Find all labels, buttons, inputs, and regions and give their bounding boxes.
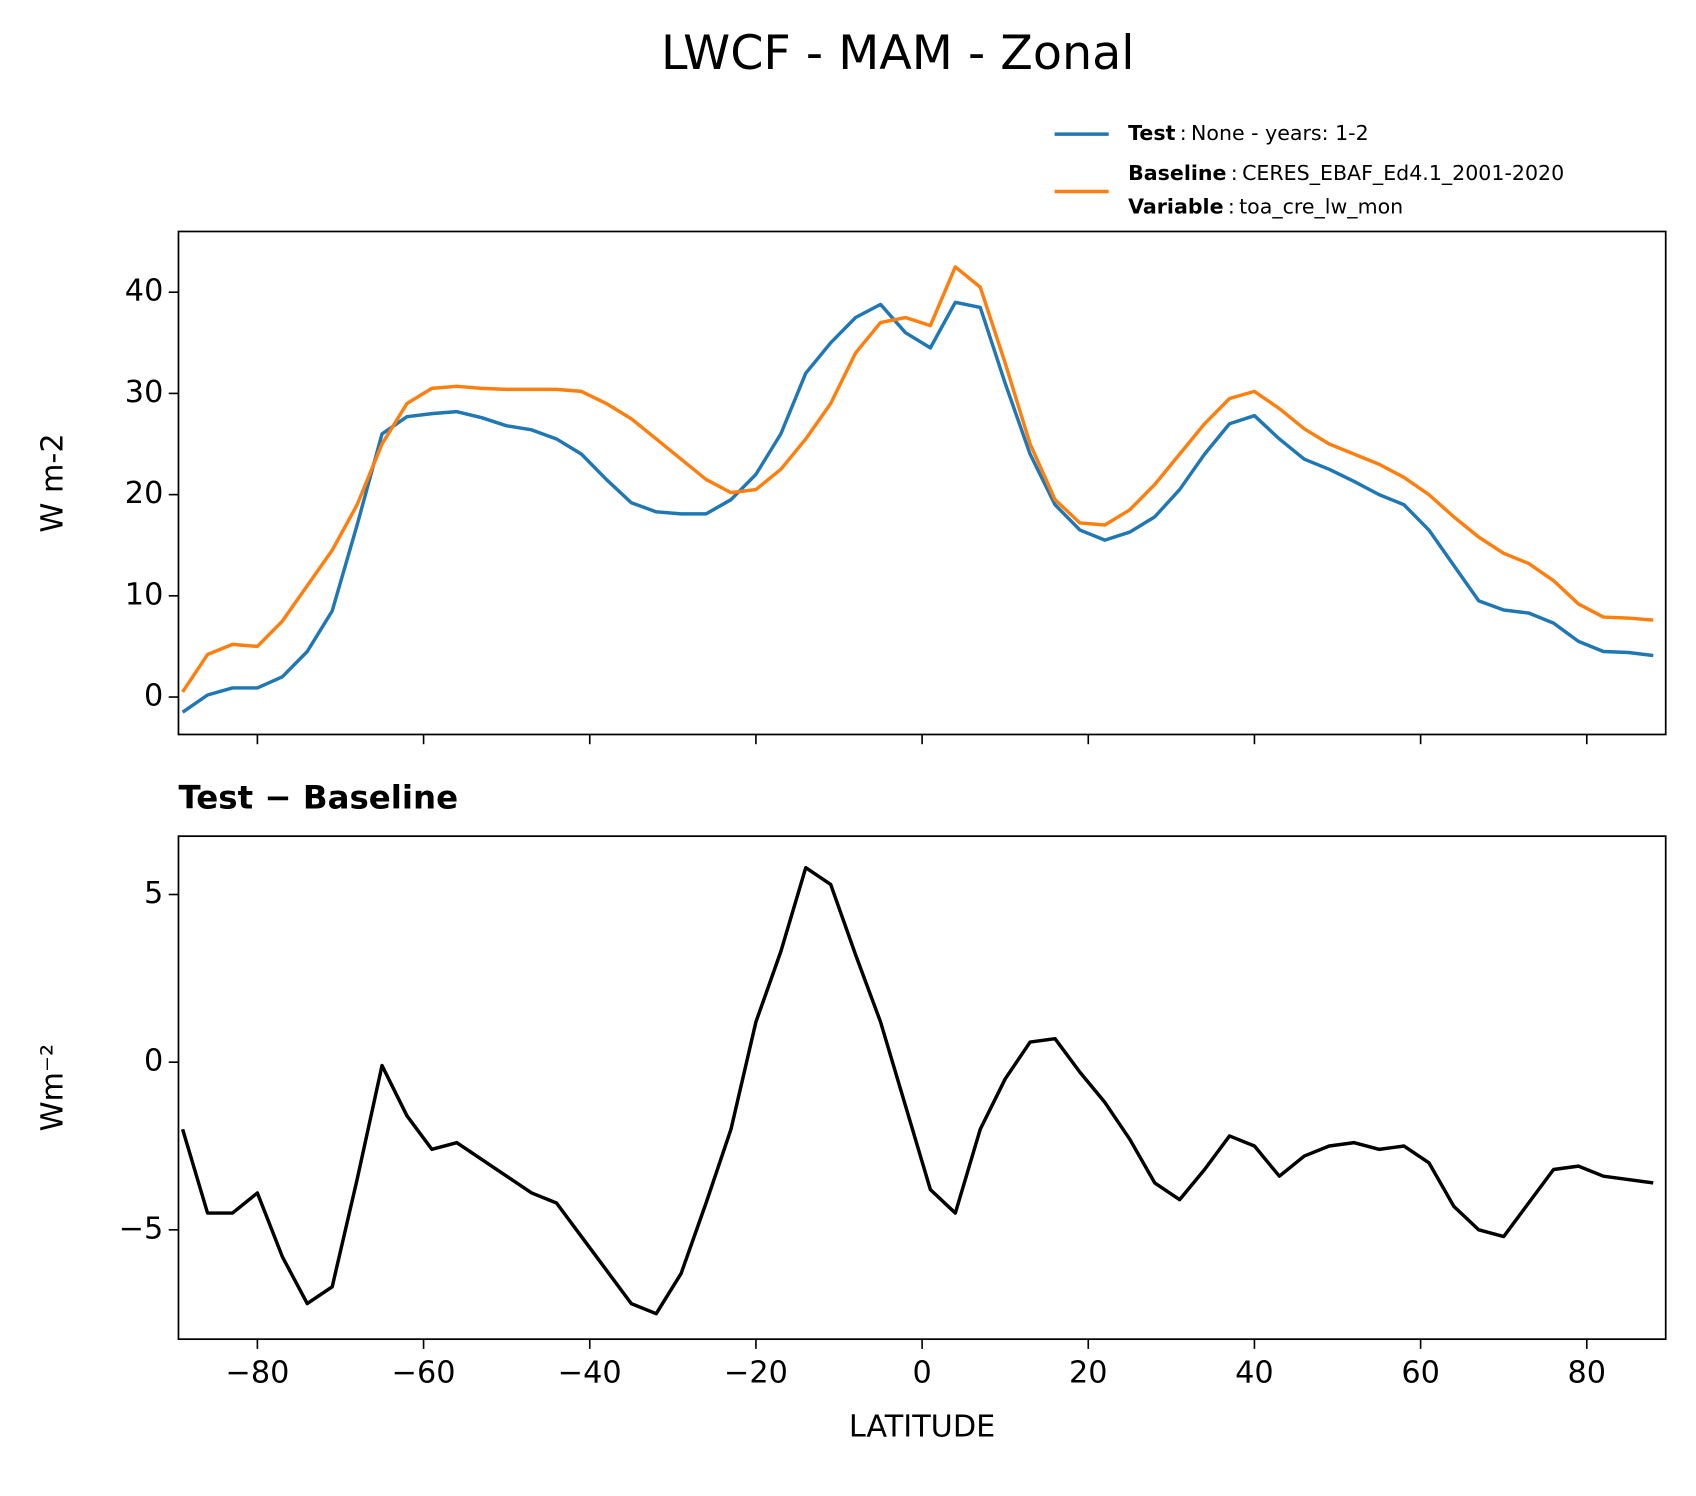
y-tick-label: 5 bbox=[144, 876, 163, 911]
legend-text: None - years: 1-2 bbox=[1191, 121, 1369, 145]
x-tick-label: 0 bbox=[912, 1355, 931, 1390]
data-line bbox=[180, 865, 1654, 1316]
y-tick-label: 40 bbox=[125, 274, 164, 309]
legend-key: Baseline bbox=[1128, 161, 1226, 185]
x-tick-label: 60 bbox=[1401, 1355, 1440, 1390]
x-tick-label: −20 bbox=[724, 1355, 788, 1390]
legend-entry: Baseline: CERES_EBAF_Ed4.1_2001-2020 bbox=[1128, 161, 1564, 185]
subplot-title: Test − Baseline bbox=[178, 778, 458, 816]
plot-frame bbox=[177, 230, 1667, 736]
legend-text: CERES_EBAF_Ed4.1_2001-2020 bbox=[1242, 161, 1564, 185]
x-tick-label: 80 bbox=[1568, 1355, 1607, 1390]
y-axis-label: W m-2 bbox=[36, 433, 71, 532]
y-tick-label: −5 bbox=[119, 1211, 164, 1246]
legend-separator: : bbox=[1231, 161, 1238, 185]
data-line bbox=[181, 265, 1654, 693]
y-tick-label: 20 bbox=[125, 476, 164, 511]
x-tick-label: −60 bbox=[392, 1355, 456, 1390]
data-line bbox=[181, 300, 1654, 714]
legend-key: Test bbox=[1128, 121, 1175, 145]
y-tick-label: 30 bbox=[125, 375, 164, 410]
plot-frame bbox=[177, 835, 1667, 1341]
x-tick-label: −80 bbox=[225, 1355, 289, 1390]
y-tick-label: 10 bbox=[125, 577, 164, 612]
x-tick-label: 40 bbox=[1235, 1355, 1274, 1390]
legend-separator: : bbox=[1180, 121, 1187, 145]
y-tick-label: 0 bbox=[144, 679, 163, 714]
legend-separator: : bbox=[1228, 195, 1235, 219]
legend-key: Variable bbox=[1128, 195, 1223, 219]
legend-text: toa_cre_lw_mon bbox=[1239, 195, 1403, 219]
legend-entry: Variable: toa_cre_lw_mon bbox=[1128, 195, 1403, 219]
x-tick-label: 20 bbox=[1069, 1355, 1108, 1390]
y-tick-label: 0 bbox=[144, 1044, 163, 1079]
x-axis-label: LATITUDE bbox=[849, 1409, 995, 1444]
legend-entry: Test: None - years: 1-2 bbox=[1128, 121, 1369, 145]
figure-title: LWCF - MAM - Zonal bbox=[661, 26, 1134, 81]
y-axis-label: Wm⁻² bbox=[36, 1044, 71, 1132]
x-tick-label: −40 bbox=[558, 1355, 622, 1390]
